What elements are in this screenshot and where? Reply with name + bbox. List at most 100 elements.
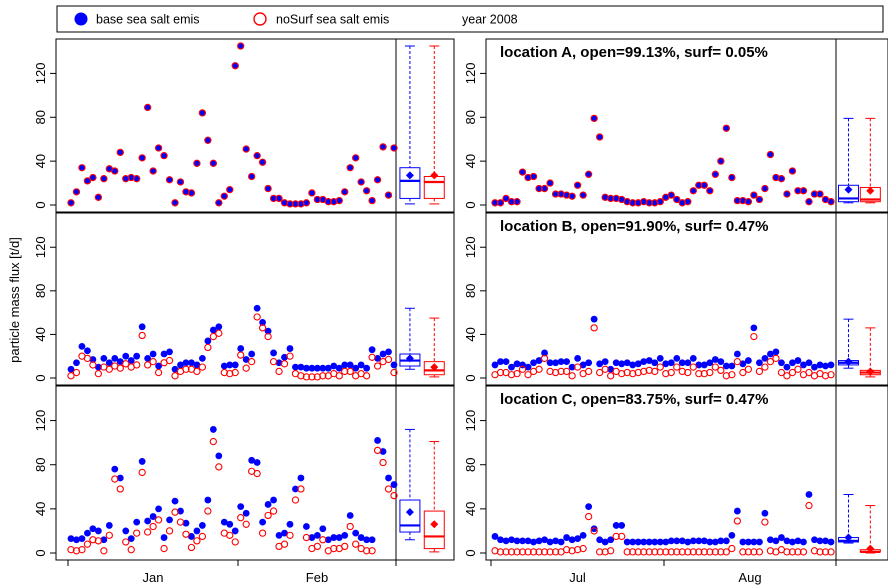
base-point — [645, 199, 653, 207]
nosurf-point — [72, 188, 81, 196]
base-point — [508, 198, 515, 206]
nosurf-point — [524, 371, 532, 379]
nosurf-point — [373, 362, 382, 370]
nosurf-point — [133, 361, 141, 369]
nosurf-point — [373, 446, 382, 455]
base-point — [811, 363, 818, 371]
base-point — [209, 426, 217, 433]
base-point — [330, 362, 338, 370]
nosurf-point — [684, 368, 692, 377]
nosurf-point — [100, 547, 108, 555]
base-point — [623, 198, 631, 206]
base-point — [264, 185, 272, 192]
base-point — [198, 354, 206, 362]
base-point — [149, 167, 157, 175]
nosurf-point — [496, 199, 505, 207]
nosurf-point — [629, 199, 637, 207]
base-point — [827, 198, 835, 206]
nosurf-point — [258, 324, 267, 332]
nosurf-point — [176, 178, 185, 186]
base-point — [811, 536, 818, 544]
nosurf-point — [154, 516, 163, 524]
base-point — [319, 196, 327, 203]
nosurf-point — [83, 354, 92, 363]
boxplot-frame — [835, 385, 888, 561]
base-point — [324, 364, 332, 372]
nosurf-point — [302, 533, 311, 542]
nosurf-point — [502, 194, 510, 203]
nosurf-point — [319, 536, 327, 544]
y-tick-label: 0 — [33, 201, 48, 208]
base-point — [557, 358, 565, 366]
nosurf-point — [491, 199, 499, 207]
base-point — [789, 359, 796, 367]
nosurf-point — [590, 324, 598, 332]
nosurf-point — [291, 496, 300, 504]
nosurf-point — [546, 179, 554, 187]
base-mean-marker — [844, 357, 853, 366]
nosurf-point — [280, 540, 289, 548]
base-point — [574, 181, 582, 189]
base-point — [138, 458, 146, 465]
nosurf-point — [733, 517, 742, 525]
base-point — [242, 356, 250, 363]
nosurf-point — [160, 152, 168, 160]
nosurf-point — [546, 548, 554, 556]
base-point — [585, 503, 593, 511]
base-point — [166, 516, 173, 524]
base-point — [374, 437, 381, 444]
base-point — [379, 350, 387, 358]
y-tick-label: 120 — [463, 236, 478, 258]
nosurf-point — [182, 188, 190, 196]
nosurf-point — [215, 329, 223, 337]
nosurf-point — [105, 365, 113, 373]
base-point — [800, 361, 807, 369]
nosurf-point — [678, 548, 686, 556]
base-point — [794, 537, 802, 545]
nosurf-point — [384, 191, 393, 199]
base-point — [667, 359, 675, 367]
base-point — [193, 361, 201, 369]
base-mean-marker — [844, 533, 853, 542]
nosurf-point — [711, 170, 719, 178]
base-point — [144, 517, 152, 525]
base-point — [634, 538, 642, 546]
base-point — [171, 365, 179, 373]
base-point — [363, 364, 371, 372]
base-point — [640, 538, 648, 546]
nosurf-point — [269, 194, 278, 203]
nosurf-point — [182, 365, 190, 373]
base-point — [341, 361, 349, 369]
nosurf-point — [286, 531, 294, 539]
nosurf-point — [557, 367, 565, 376]
base-point — [248, 456, 256, 464]
base-point — [800, 538, 807, 546]
base-point — [783, 537, 791, 545]
base-point — [623, 359, 631, 367]
base-point — [519, 168, 526, 176]
nosurf-point — [78, 164, 86, 172]
nosurf-point — [226, 185, 234, 194]
nosurf-point — [629, 548, 637, 556]
base-point — [281, 353, 288, 361]
nosurf-point — [601, 365, 609, 373]
base-point — [374, 354, 381, 362]
base-point — [585, 359, 593, 367]
base-point — [319, 525, 327, 533]
base-point — [330, 198, 338, 206]
nosurf-point — [733, 196, 742, 205]
base-point — [568, 536, 576, 544]
y-tick-label: 80 — [463, 110, 478, 124]
base-point — [755, 359, 763, 367]
base-point — [127, 535, 135, 543]
base-point — [335, 534, 343, 541]
nosurf-point — [590, 114, 598, 123]
nosurf-point — [755, 195, 764, 204]
nosurf-point — [390, 144, 398, 152]
base-point — [535, 185, 543, 192]
y-tick-label: 40 — [463, 154, 478, 168]
nosurf-point — [612, 532, 620, 541]
nosurf-point — [176, 518, 185, 526]
nosurf-point — [689, 363, 697, 371]
